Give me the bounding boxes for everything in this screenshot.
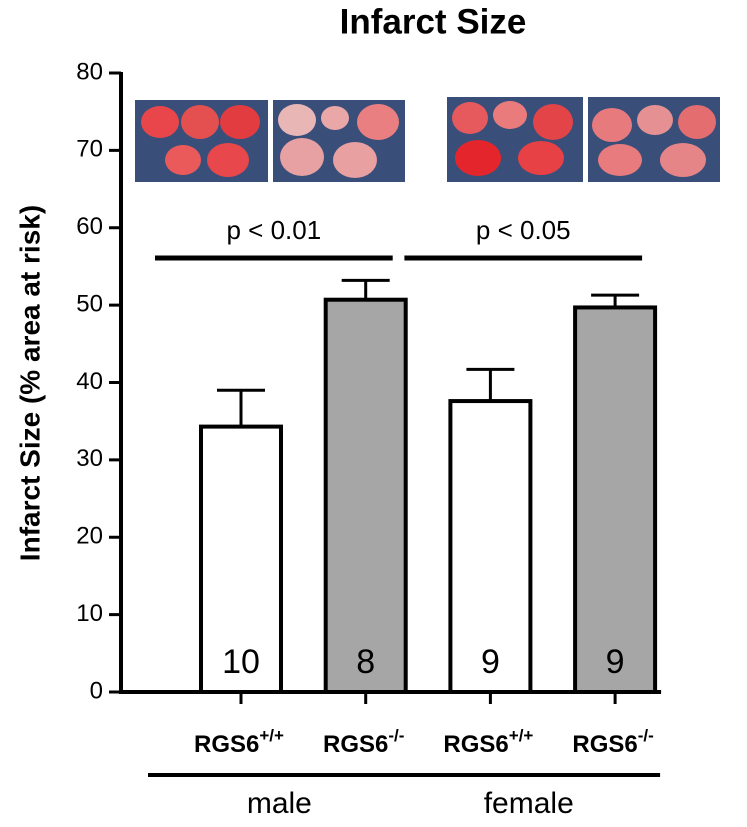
y-tick-label: 30	[76, 445, 103, 472]
category-superscript: -/-	[388, 726, 404, 745]
y-tick-label: 10	[76, 600, 103, 627]
sample-size: 9	[481, 643, 500, 681]
heart-photos	[135, 97, 720, 182]
bar	[199, 424, 283, 694]
y-tick-label: 0	[90, 677, 103, 704]
category-name: RGS6	[194, 731, 259, 758]
bar	[573, 305, 658, 694]
chart-title: Infarct Size	[340, 2, 527, 41]
category-name: RGS6	[443, 731, 508, 758]
y-tick-label: 70	[76, 136, 103, 163]
significance-label: p < 0.01	[226, 215, 321, 245]
category-name: RGS6	[323, 731, 388, 758]
photo	[135, 100, 268, 182]
x-tick-label: RGS6-/-	[323, 726, 404, 758]
sample-size: 9	[606, 643, 625, 681]
x-tick-label: RGS6+/+	[443, 726, 533, 758]
significance-label: p < 0.05	[476, 215, 571, 245]
y-axis-label: Infarct Size (% area at risk)	[14, 205, 45, 561]
photo	[588, 97, 720, 182]
x-tick-label: RGS6+/+	[194, 726, 284, 758]
y-tick-label: 20	[76, 523, 103, 550]
group-label: male	[247, 787, 312, 820]
category-superscript: +/+	[509, 726, 534, 745]
y-tick-label: 60	[76, 213, 103, 240]
y-tick-label: 50	[76, 290, 103, 317]
bar	[323, 297, 408, 694]
y-tick-label: 40	[76, 368, 103, 395]
category-name: RGS6	[572, 731, 637, 758]
photo	[273, 100, 405, 182]
sample-size: 8	[356, 643, 375, 681]
bar	[448, 399, 533, 694]
photo	[447, 97, 583, 182]
category-superscript: +/+	[259, 726, 284, 745]
y-tick-label: 80	[76, 58, 103, 85]
sample-size: 10	[222, 643, 260, 681]
x-tick-label: RGS6-/-	[572, 726, 653, 758]
group-label: female	[484, 787, 574, 820]
category-superscript: -/-	[638, 726, 654, 745]
